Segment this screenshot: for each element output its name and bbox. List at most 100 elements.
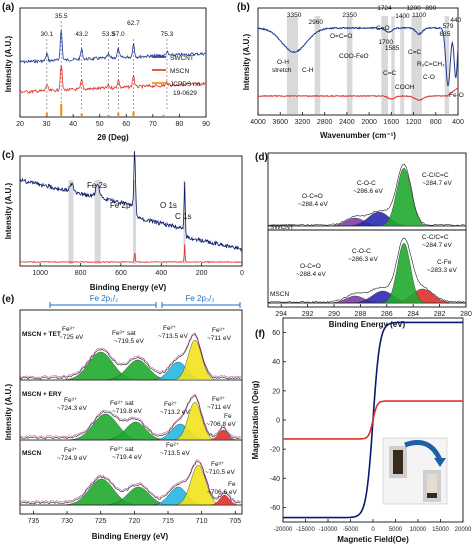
a-peak-label: 62.7 — [127, 20, 140, 27]
legend-jcpds-number: 19-0629 — [173, 90, 197, 97]
f-x-tick-label: 0 — [371, 527, 375, 533]
b-x-tick-label: 1600 — [384, 119, 400, 126]
e-mscn-fe3b-value: ~710.5 eV — [205, 469, 235, 476]
label-c1s: C 1s — [175, 212, 191, 221]
inset-photos — [382, 437, 448, 505]
assign-oco: O=C=O — [330, 33, 352, 40]
f-x-tick-label: -10000 — [319, 527, 338, 533]
d-mscn-coc: C-O-C — [352, 248, 371, 255]
a-peak-label: 30.1 — [41, 31, 54, 38]
panel-f-vsm: (f) -20000 -15000 -10000 -5000 0 5000 10000 150… — [251, 317, 472, 544]
ftir-mscn-line — [257, 26, 459, 87]
panel-c-curves — [19, 151, 242, 264]
c-x-tick-label: 400 — [155, 270, 167, 277]
e-tet-fe2-ion: Fe²⁺ — [163, 325, 177, 332]
e-mscn-fe-ion: Fe — [228, 481, 236, 488]
panel-d-curves — [267, 163, 466, 304]
assign-c-o: C-O — [423, 74, 435, 81]
a-peak-label: 53.3 — [102, 31, 115, 38]
d-x-tick-label: 282 — [434, 311, 446, 318]
e-x-tick-label: 715 — [162, 518, 174, 525]
b-shaded-band — [411, 16, 422, 114]
legend-mscn: MSCN — [170, 68, 189, 75]
e-ery-fe3b-value: ~711 eV — [207, 404, 232, 411]
f-x-tick-label: 15000 — [432, 527, 449, 533]
d-swcnt-ccc: C-C/C=C — [422, 172, 449, 179]
e-fit-line — [19, 332, 241, 378]
panel-a-curves — [19, 29, 207, 116]
e-ery-sat-value: ~719.8 eV — [112, 408, 142, 415]
b-band-label: 1724 — [377, 5, 392, 12]
d-swcnt-oco-value: ~288.4 eV — [298, 201, 328, 208]
c-x-tick-label: 1000 — [32, 270, 48, 277]
d-envelope-line — [267, 237, 465, 304]
assign-coofeo: COO-FeO — [339, 53, 369, 60]
assign-cc-2: C=C — [408, 49, 421, 56]
assign-r2c: R₂C=CH₂ — [417, 61, 445, 68]
assign-cooh: COOH — [395, 84, 415, 91]
panel-d-labels: SWCNT C-C/C=C ~284.7 eV C-O-C ~286.6 eV … — [270, 172, 457, 298]
panel-f-ylabel: Magnetization (Oe/g) — [251, 380, 260, 459]
d-swcnt-coc-peak — [268, 211, 466, 227]
panel-c-shaded-regions — [68, 180, 186, 264]
assign-ch: C-H — [302, 67, 314, 74]
d-mscn-ccc-value: ~284.7 eV — [422, 242, 452, 249]
panel-b-label: (b) — [237, 2, 250, 13]
e-tet-sat-ion: Fe³⁺ sat — [112, 330, 136, 337]
e-tet-fe3b-ion: Fe³⁺ — [212, 327, 226, 334]
region-fe2p12: Fe 2p₁/₂ — [90, 294, 118, 303]
e-mscn-fe3-value: ~724.9 eV — [57, 455, 87, 462]
d-mscn-ccc-peak — [268, 242, 466, 304]
e-ery-fe3-ion: Fe³⁺ — [64, 397, 78, 404]
a-x-tick-label: 80 — [176, 121, 184, 128]
panel-a-frame — [19, 7, 207, 118]
vial-2-content — [427, 474, 437, 498]
c-x-tick-label: 600 — [115, 270, 127, 277]
b-x-tick-label: 2000 — [361, 119, 377, 126]
a-x-tick-label: 20 — [16, 121, 24, 128]
a-x-tick-label: 40 — [69, 121, 77, 128]
panel-a-legend: SWCNT MSCN JCPDS no. 19-0629 — [152, 55, 202, 97]
panel-d-c1s: (d) 294 292 290 288 286 284 282 280 SWCNT C-C/C… — [255, 152, 472, 329]
e-sample0-peak3 — [20, 339, 242, 381]
panel-b-shaded-bands — [286, 16, 450, 114]
sample-mscn-e: MSCN — [22, 450, 41, 457]
d-x-tick-label: 294 — [275, 311, 287, 318]
d-mscn-coc-value: ~286.3 eV — [348, 256, 378, 263]
label-o1s: O 1s — [160, 201, 177, 210]
d-mscn-oco: O-C=O — [300, 263, 321, 270]
e-sample2-fe-peak — [20, 494, 242, 506]
panel-f-label: (f) — [255, 329, 265, 340]
panel-d-x-ticks: 294 292 290 288 286 284 282 280 — [275, 304, 472, 318]
c-x-tick-label: 0 — [240, 270, 244, 277]
b-band-label: 2960 — [309, 19, 324, 26]
e-envelope-line — [19, 333, 241, 380]
e-x-tick-label: 705 — [229, 518, 241, 525]
a-x-tick-label: 30 — [43, 121, 51, 128]
panel-d-label: (d) — [255, 152, 268, 163]
sample-mscn-ery: MSCN + ERY — [22, 391, 62, 398]
f-y-tick-label: 40 — [272, 359, 280, 366]
panel-f-curves — [283, 321, 463, 519]
d-swcnt-ccc-value: ~284.7 eV — [422, 180, 452, 187]
e-mscn-sat-ion: Fe³⁺ sat — [110, 446, 134, 453]
e-x-tick-label: 720 — [129, 518, 141, 525]
panel-a-xrd: (a) 20 30 40 50 60 70 80 90 30.1 35.5 43.2 53.357.… — [2, 2, 210, 142]
panel-a-peak-labels: 30.1 35.5 43.2 53.357.062.7 75.3 — [41, 13, 174, 110]
b-x-tick-label: 400 — [452, 119, 464, 126]
b-band-label: 1400 — [395, 13, 410, 20]
e-ery-sat-ion: Fe³⁺ sat — [110, 400, 134, 407]
b-band-label: 1700 — [379, 39, 394, 46]
e-x-tick-label: 725 — [95, 518, 107, 525]
legend-swcnt: SWCNT — [170, 55, 194, 62]
f-y-tick-label: 20 — [272, 388, 280, 395]
d-envelope-line — [267, 163, 465, 227]
panel-a-ylabel: Intensity (A.U.) — [4, 35, 13, 92]
panel-c-label: (c) — [2, 150, 14, 161]
panel-c-x-ticks: 1000 800 600 400 200 0 — [32, 263, 244, 277]
e-ery-fe3-value: ~724.3 eV — [57, 405, 87, 412]
assign-stretch: stretch — [272, 67, 292, 74]
panel-e-x-ticks: 735 730 725 720 715 710 705 — [28, 511, 241, 525]
sample-mscn-tet: MSCN + TET — [22, 331, 61, 338]
